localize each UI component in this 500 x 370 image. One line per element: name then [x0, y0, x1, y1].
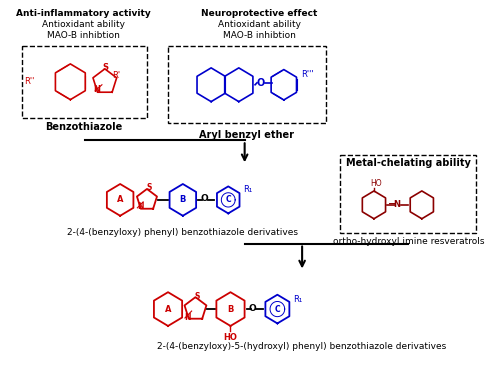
Text: R': R' [112, 71, 120, 80]
Text: O: O [200, 194, 208, 204]
Text: MAO-B inhibtion: MAO-B inhibtion [222, 31, 296, 40]
Text: R''': R''' [302, 70, 314, 79]
Text: Antioxidant ability: Antioxidant ability [218, 20, 300, 29]
Text: N: N [184, 313, 191, 322]
Text: B: B [228, 305, 234, 313]
Text: R₁: R₁ [243, 185, 252, 195]
Text: Aryl benzyl ether: Aryl benzyl ether [199, 130, 294, 140]
Text: S: S [194, 292, 200, 301]
Text: A: A [165, 305, 172, 313]
Text: Metal-chelating ability: Metal-chelating ability [346, 158, 471, 168]
Text: ortho-hydroxyl imine resveratrols: ortho-hydroxyl imine resveratrols [332, 236, 484, 246]
Text: 2-(4-(benzyloxy)-5-(hydroxyl) phenyl) benzothiazole derivatives: 2-(4-(benzyloxy)-5-(hydroxyl) phenyl) be… [158, 342, 447, 351]
Text: B: B [180, 195, 186, 204]
Text: N: N [137, 202, 143, 211]
Text: R₁: R₁ [293, 295, 302, 304]
Text: S: S [146, 184, 152, 192]
Text: O: O [256, 78, 265, 88]
Text: O: O [248, 303, 256, 313]
Text: N: N [394, 200, 400, 209]
Text: 2-(4-(benzyloxy) phenyl) benzothiazole derivatives: 2-(4-(benzyloxy) phenyl) benzothiazole d… [67, 228, 298, 237]
Text: Anti-inflammatory activity: Anti-inflammatory activity [16, 9, 151, 18]
Text: C: C [274, 305, 280, 313]
Text: MAO-B inhibtion: MAO-B inhibtion [48, 31, 120, 40]
Text: S: S [103, 63, 109, 73]
Text: HO: HO [370, 179, 382, 188]
Text: C: C [226, 195, 231, 204]
Text: Benzothiazole: Benzothiazole [45, 122, 122, 132]
Text: A: A [117, 195, 123, 204]
Text: R'': R'' [24, 77, 34, 86]
Text: N: N [94, 85, 100, 94]
Text: Antioxidant ability: Antioxidant ability [42, 20, 125, 29]
Text: Neuroprotective effect: Neuroprotective effect [201, 9, 317, 18]
Text: HO: HO [224, 333, 237, 342]
